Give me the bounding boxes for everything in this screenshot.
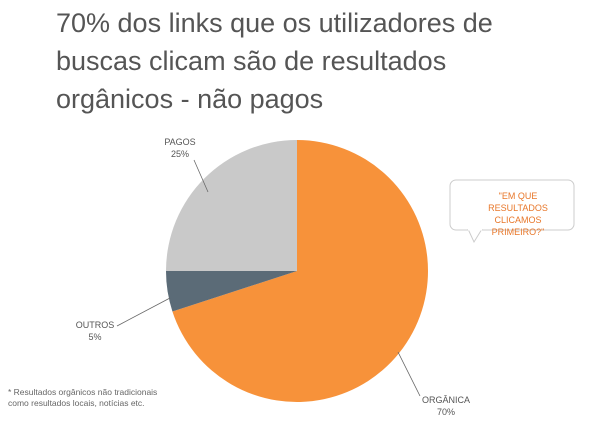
leader-line <box>116 297 171 327</box>
value-label: 70% <box>437 407 455 417</box>
annotation: "EM QUE RESULTADOS CLICAMOS PRIMEIRO?" <box>488 191 548 237</box>
slice-label: PAGOS <box>164 137 195 147</box>
slice-label: ORGÂNICA <box>422 395 470 405</box>
leader-line <box>193 159 209 193</box>
chart-title: 70% dos links que os utilizadores de bus… <box>56 8 493 114</box>
callout-tail <box>467 228 483 244</box>
footnote: * Resultados orgânicos não tradicionais … <box>8 387 158 408</box>
pie-slice <box>166 271 297 312</box>
value-label: 25% <box>171 149 189 159</box>
value-label: 5% <box>88 332 101 342</box>
leader-line <box>397 351 421 397</box>
pie-slice <box>166 140 297 271</box>
pie-slice <box>172 140 428 402</box>
callout-box <box>449 179 575 231</box>
slice-label: OUTROS <box>76 320 115 330</box>
